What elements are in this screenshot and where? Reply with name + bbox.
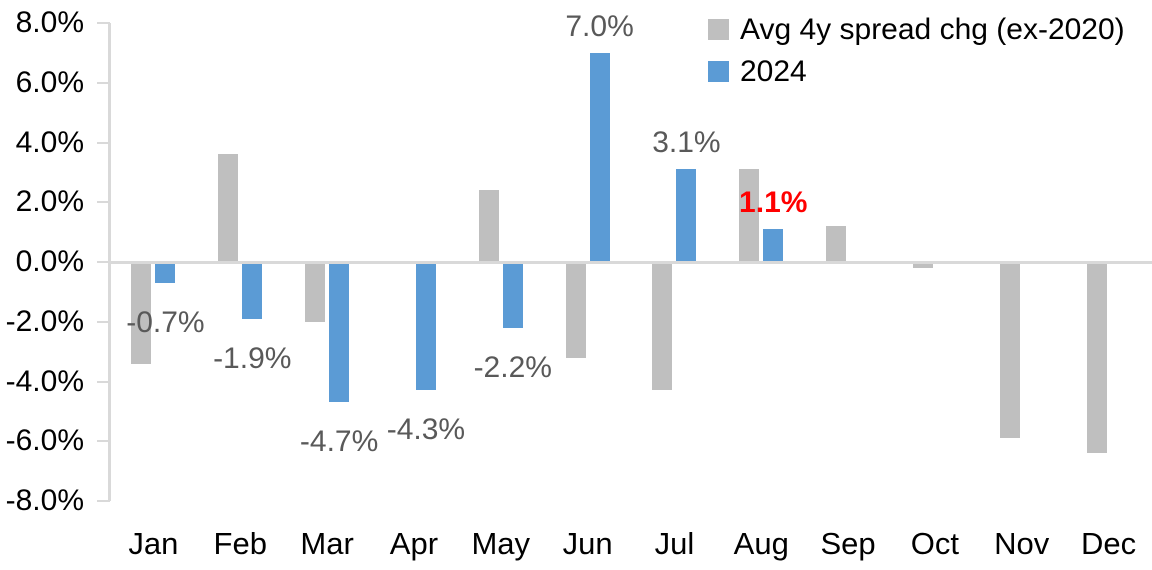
y-axis-tick — [97, 500, 110, 502]
bar-2024-jun — [589, 52, 610, 262]
y-axis-label: -4.0% — [5, 364, 84, 398]
y-axis-label: 0.0% — [15, 245, 84, 278]
x-axis-label-nov: Nov — [994, 526, 1050, 561]
y-axis-tick — [97, 261, 110, 263]
legend-swatch-avg-icon — [708, 19, 729, 40]
y-axis-tick — [97, 380, 110, 383]
x-axis-label-jul: Jul — [654, 526, 695, 561]
legend-label-avg: Avg 4y spread chg (ex-2020) — [740, 13, 1125, 46]
y-axis-tick — [97, 440, 110, 443]
y-axis-label: 8.0% — [15, 6, 84, 39]
y-axis-label: 4.0% — [15, 125, 84, 159]
y-axis-tick — [97, 141, 110, 144]
x-axis-label-oct: Oct — [910, 526, 960, 561]
x-axis-label-may: May — [471, 526, 531, 561]
data-label-jan: -0.7% — [126, 305, 205, 339]
bar-avg-jun — [565, 262, 586, 358]
bar-2024-feb — [242, 262, 263, 319]
data-label-mar: -4.7% — [299, 425, 379, 459]
data-label-feb: -1.9% — [213, 341, 292, 375]
bar-avg-aug — [739, 169, 760, 262]
legend-entry-2024: 2024 — [708, 56, 1125, 87]
legend: Avg 4y spread chg (ex-2020) 2024 — [708, 14, 1125, 98]
bar-avg-nov — [999, 262, 1020, 439]
bar-avg-mar — [305, 262, 326, 322]
y-axis-tick — [97, 81, 110, 84]
data-label-jun: 7.0% — [565, 9, 634, 43]
data-label-aug: 1.1% — [739, 186, 808, 220]
x-axis-label-feb: Feb — [213, 526, 267, 561]
x-axis-label-mar: Mar — [300, 526, 354, 561]
bar-2024-aug — [763, 229, 784, 262]
y-axis-label: -8.0% — [5, 484, 84, 517]
bar-2024-apr — [415, 262, 436, 391]
x-axis-label-apr: Apr — [389, 526, 439, 561]
bar-2024-may — [502, 262, 523, 328]
data-label-jul: 3.1% — [652, 126, 721, 160]
y-axis-label: 2.0% — [15, 185, 84, 219]
bar-avg-jan — [131, 262, 152, 364]
y-axis-tick — [97, 201, 110, 204]
legend-swatch-2024-icon — [708, 61, 729, 82]
y-axis-tick — [97, 320, 110, 323]
x-axis-label-dec: Dec — [1081, 526, 1137, 561]
bar-2024-jul — [676, 169, 697, 262]
bar-avg-jul — [652, 262, 673, 391]
bar-avg-sep — [826, 226, 847, 262]
x-axis-label-jun: Jun — [562, 526, 613, 561]
bar-2024-mar — [329, 262, 350, 403]
legend-label-2024: 2024 — [740, 55, 807, 88]
legend-entry-avg: Avg 4y spread chg (ex-2020) — [708, 14, 1125, 45]
data-label-may: -2.2% — [473, 350, 552, 384]
y-axis-label: -6.0% — [5, 424, 84, 458]
x-axis-label-aug: Aug — [733, 526, 789, 561]
x-axis-label-jan: Jan — [128, 526, 179, 561]
bar-avg-feb — [218, 154, 239, 262]
x-axis-label-sep: Sep — [820, 526, 876, 561]
bar-avg-oct — [912, 262, 933, 268]
y-axis-label: -2.0% — [5, 304, 84, 338]
zero-line — [108, 260, 1152, 264]
bar-2024-jan — [155, 262, 176, 283]
y-axis-label: 6.0% — [15, 65, 84, 99]
data-label-apr: -4.3% — [386, 413, 466, 447]
bar-avg-may — [478, 190, 499, 262]
y-axis-tick — [97, 22, 110, 24]
bar-avg-dec — [1086, 262, 1107, 454]
